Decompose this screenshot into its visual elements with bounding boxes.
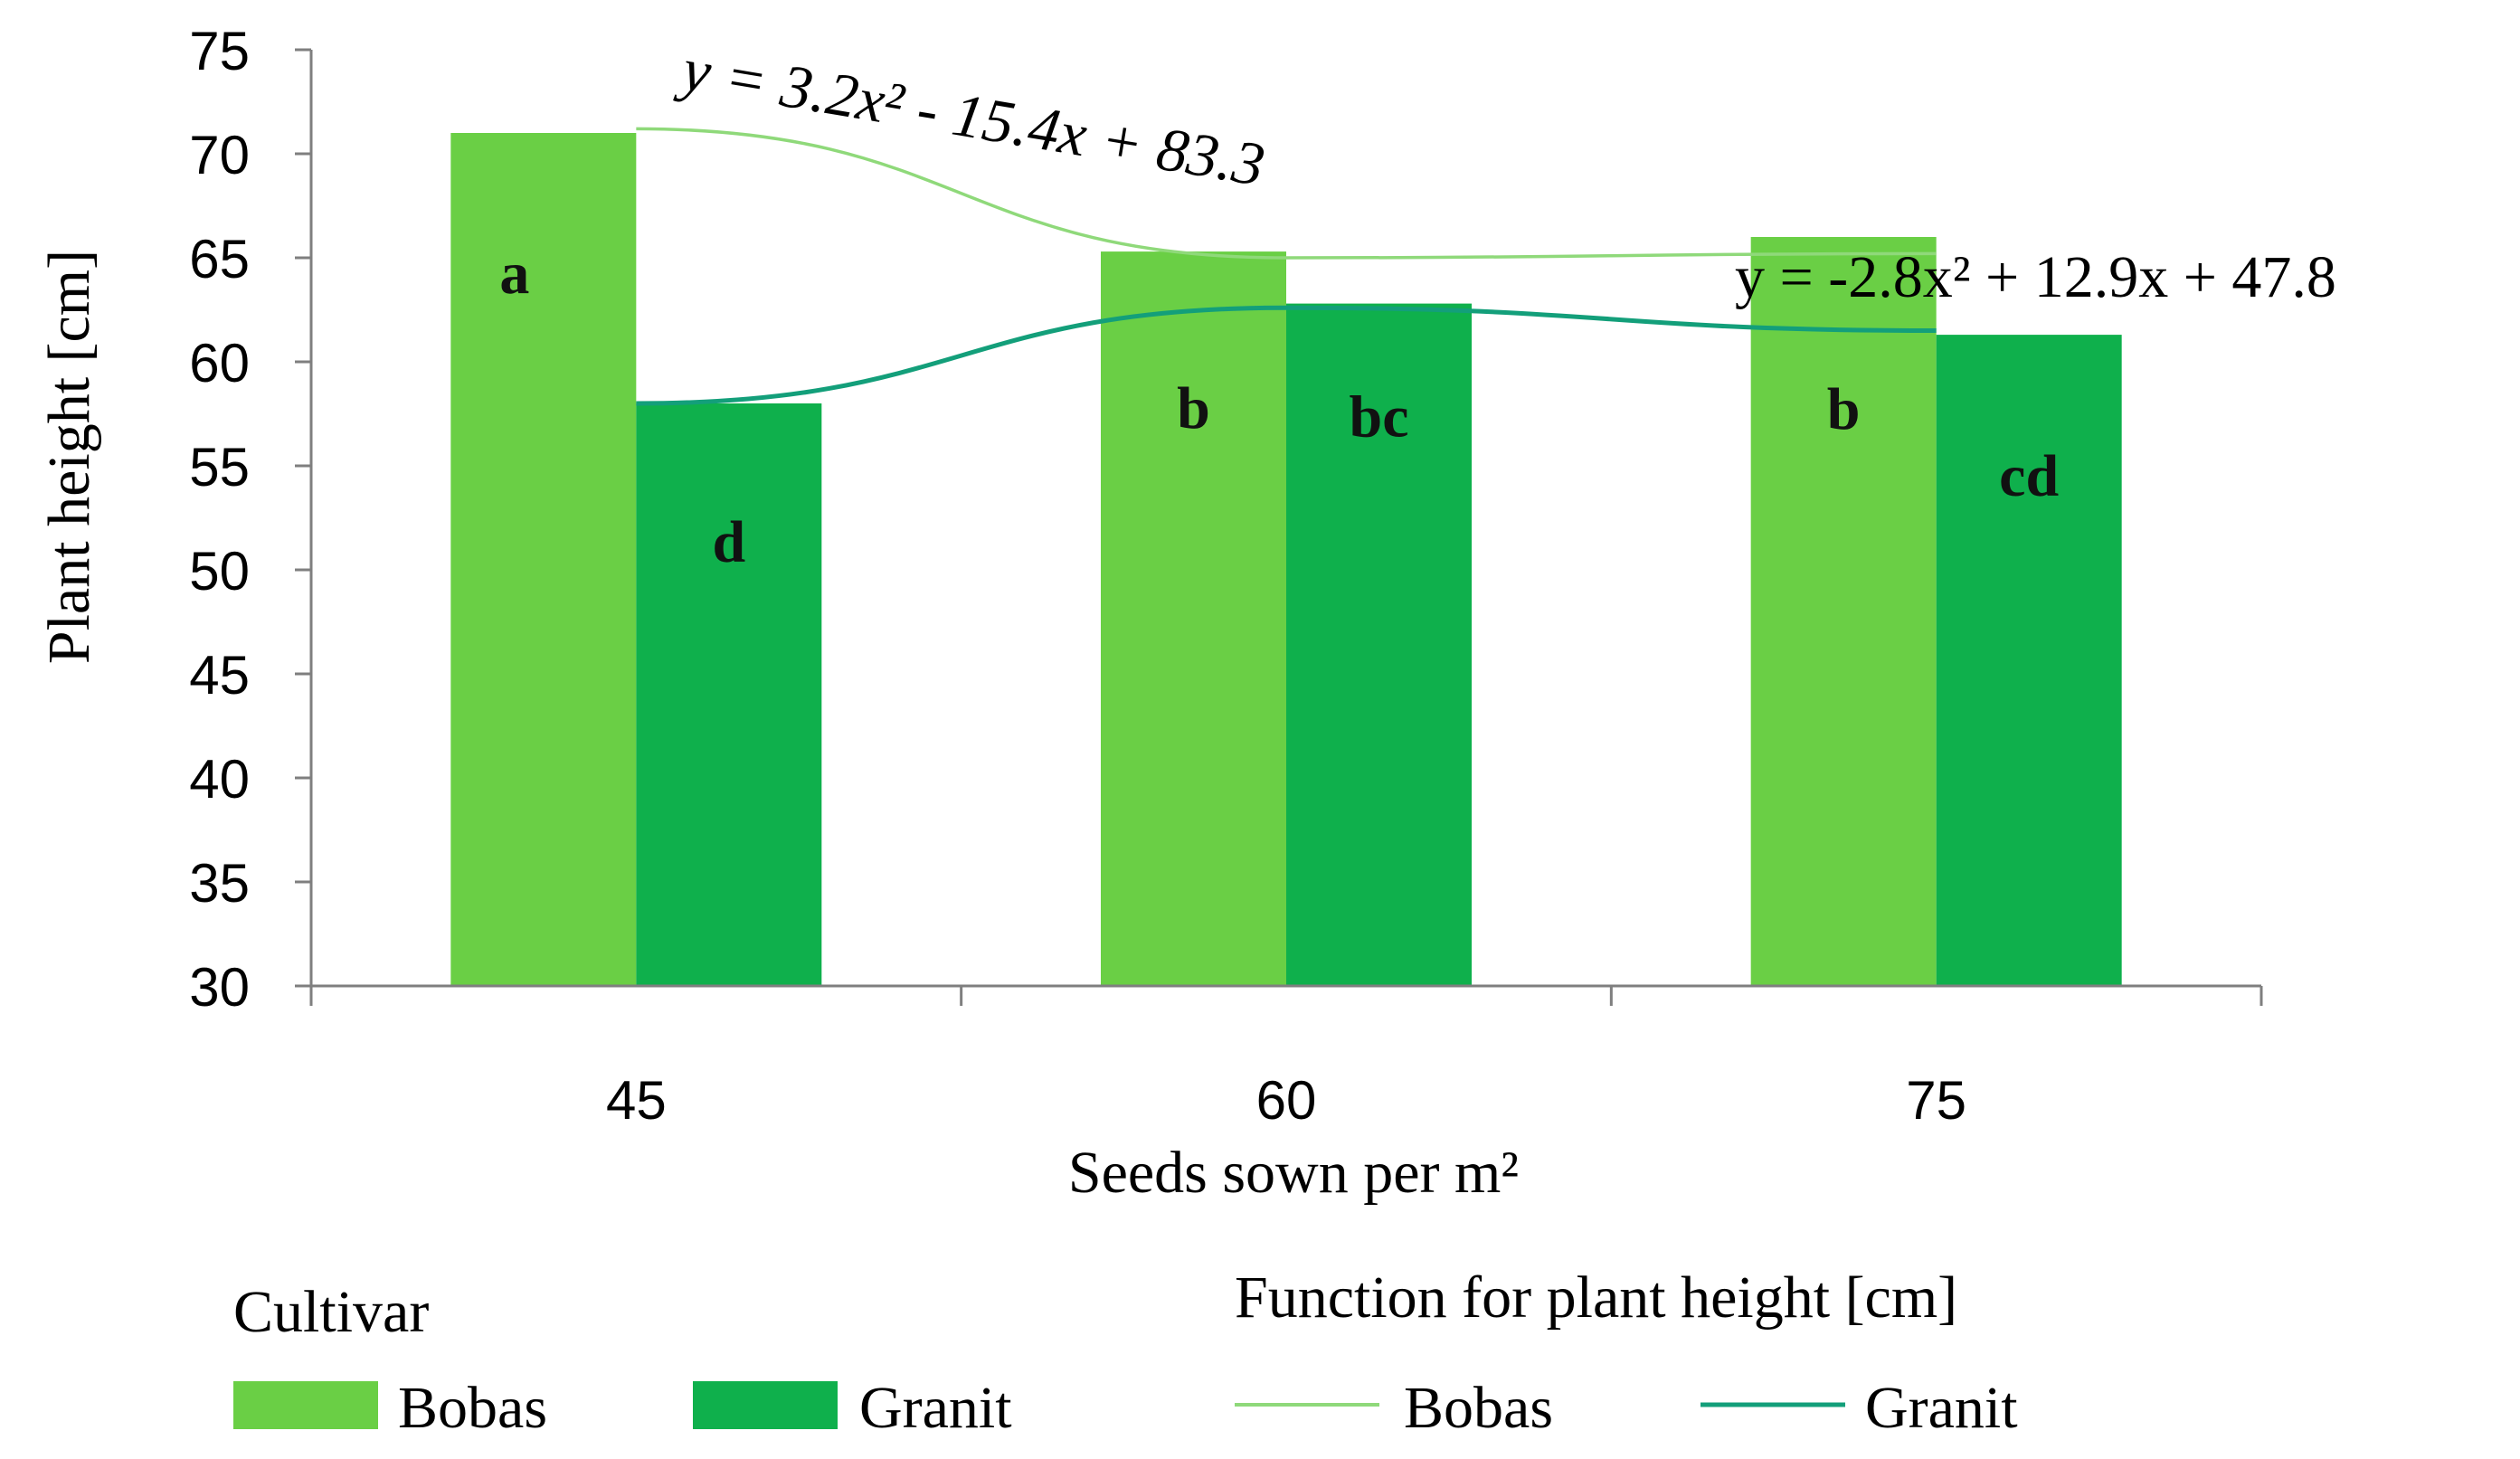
significance-letter: a: [499, 241, 529, 307]
trend-line-granit: [636, 305, 1937, 406]
x-ticks: 45 60 75: [309, 986, 2263, 1131]
x-axis-title: Seeds sown per m²: [1068, 1140, 1519, 1206]
legend-label-line-bobas: Bobas: [1404, 1375, 1553, 1441]
legend: Cultivar Function for plant height [cm] …: [233, 1265, 2018, 1441]
legend-item-bar-bobas: Bobas: [233, 1375, 547, 1441]
significance-letter: cd: [1999, 443, 2059, 509]
significance-letter: b: [1177, 375, 1210, 441]
y-tick-label: 50: [189, 541, 250, 602]
y-tick-label: 60: [189, 333, 250, 393]
y-tick-label: 45: [189, 645, 250, 706]
legend-label-bobas: Bobas: [398, 1375, 547, 1441]
legend-item-line-granit: Granit: [1701, 1375, 2018, 1441]
y-tick-label: 70: [189, 125, 250, 185]
legend-item-line-bobas: Bobas: [1235, 1375, 1553, 1441]
y-tick-label: 55: [189, 437, 250, 497]
bars-layer: a b b d bc cd: [450, 133, 2122, 987]
y-tick-label: 30: [189, 957, 250, 1018]
bar-bobas-75: [1750, 237, 1937, 986]
legend-label-line-granit: Granit: [1865, 1375, 2018, 1441]
bar-bobas-45: [450, 133, 637, 986]
trend-lines-layer: [636, 127, 1937, 406]
equation-bobas: y = 3.2x² - 15.4x + 83.3: [673, 33, 1270, 199]
significance-letter: b: [1827, 376, 1861, 442]
x-tick-label: 60: [1256, 1070, 1317, 1131]
significance-letter: bc: [1350, 384, 1409, 450]
bar-bobas-60: [1101, 251, 1286, 987]
legend-function-title: Function for plant height [cm]: [1235, 1265, 1957, 1331]
legend-cultivar-title: Cultivar: [233, 1279, 429, 1345]
x-tick-label: 75: [1906, 1070, 1966, 1131]
y-tick-label: 75: [189, 21, 250, 81]
legend-swatch-granit: [693, 1381, 838, 1429]
y-tick-label: 35: [189, 853, 250, 914]
bar-granit-45: [636, 403, 822, 986]
trend-line-bobas: [636, 127, 1937, 260]
legend-label-granit: Granit: [859, 1375, 1012, 1441]
significance-letter: d: [712, 509, 745, 575]
y-tick-label: 40: [189, 749, 250, 810]
y-ticks: 30 35 40 45 50 55 60 65 70 75: [189, 21, 311, 1018]
y-axis-title: Plant height [cm]: [36, 250, 102, 664]
x-tick-label: 45: [606, 1070, 667, 1131]
y-tick-label: 65: [189, 229, 250, 289]
legend-item-bar-granit: Granit: [693, 1375, 1012, 1441]
equation-granit: y = -2.8x² + 12.9x + 47.8: [1735, 244, 2336, 310]
bar-granit-75: [1936, 335, 2122, 987]
legend-swatch-bobas: [233, 1381, 378, 1429]
bar-granit-60: [1286, 303, 1472, 987]
